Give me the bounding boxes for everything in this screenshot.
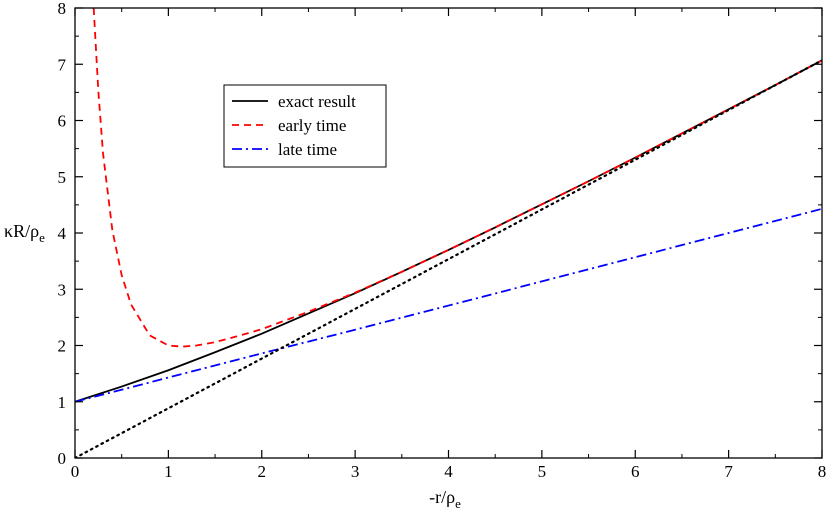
y-axis-label-text: κR/ρ — [4, 221, 39, 241]
x-tick-label: 4 — [444, 462, 453, 481]
x-tick-label: 2 — [258, 462, 267, 481]
y-tick-label: 7 — [58, 55, 67, 74]
y-tick-label: 0 — [58, 449, 67, 468]
series-line-late-time — [75, 207, 822, 403]
series-line-exact-result — [75, 59, 822, 403]
y-tick-label: 8 — [58, 0, 67, 18]
x-tick-label: 1 — [164, 462, 173, 481]
y-tick-label: 2 — [58, 337, 67, 356]
plot-frame — [74, 7, 823, 459]
legend-box — [223, 84, 387, 168]
legend-label-late: late time — [278, 140, 337, 159]
x-tick-label: 3 — [351, 462, 360, 481]
y-tick-label: 3 — [58, 280, 67, 299]
legend: exact result early time late time — [223, 84, 387, 168]
y-tick-label: 5 — [58, 168, 67, 187]
y-tick-label: 4 — [58, 224, 67, 243]
x-tick-label: 8 — [818, 462, 827, 481]
y-tick-label: 1 — [58, 393, 67, 412]
x-axis-label: -r/ρe — [429, 487, 461, 511]
x-axis-ticks: 0 1 2 3 4 5 6 7 8 — [71, 8, 827, 481]
x-tick-label: 6 — [631, 462, 640, 481]
x-axis-label-subscript: e — [455, 496, 461, 511]
series-line-early-time — [92, 8, 822, 348]
x-axis-label-text: -r/ρ — [429, 487, 455, 507]
x-tick-label: 7 — [724, 462, 733, 481]
y-axis-label-subscript: e — [39, 230, 45, 245]
legend-label-early: early time — [278, 116, 346, 135]
plot-curves — [75, 8, 822, 458]
x-tick-label: 5 — [538, 462, 547, 481]
y-tick-label: 6 — [58, 112, 67, 131]
legend-label-exact: exact result — [278, 92, 356, 111]
x-tick-label: 0 — [71, 462, 80, 481]
series-line-reference-dotted — [75, 59, 822, 458]
y-axis-label: κR/ρe — [4, 221, 45, 245]
y-axis-ticks: 0 1 2 3 4 5 6 7 8 — [58, 0, 822, 468]
